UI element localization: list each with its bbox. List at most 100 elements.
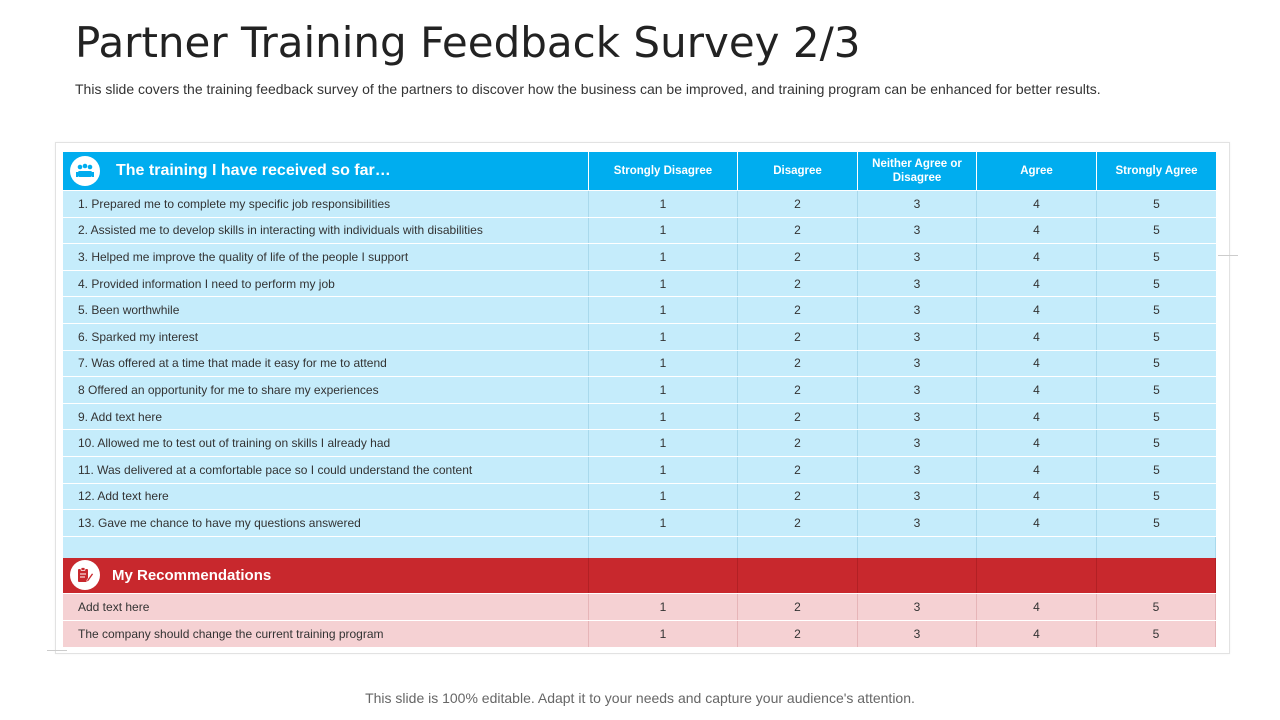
column-header-strongly-disagree: Strongly Disagree bbox=[589, 152, 738, 190]
table-row: 9. Add text here 1 2 3 4 5 bbox=[63, 402, 1216, 430]
rating-cell[interactable]: 2 bbox=[738, 620, 858, 647]
rating-cell[interactable]: 4 bbox=[977, 270, 1097, 297]
rating-cell[interactable]: 1 bbox=[589, 620, 738, 647]
rating-cell[interactable]: 1 bbox=[589, 270, 738, 297]
table-row: 7. Was offered at a time that made it ea… bbox=[63, 349, 1216, 377]
rating-cell[interactable]: 3 bbox=[858, 191, 977, 217]
rating-cell[interactable]: 5 bbox=[1153, 276, 1160, 291]
rating-cell[interactable]: 2 bbox=[738, 191, 858, 217]
rating-cell[interactable]: 1 bbox=[589, 244, 738, 270]
table-row: 8 Offered an opportunity for me to share… bbox=[63, 376, 1216, 403]
rating-cell[interactable]: 2 bbox=[738, 483, 858, 510]
recommendations-header-row: My Recommendations bbox=[63, 557, 1216, 593]
rating-cell[interactable]: 5 bbox=[1153, 249, 1160, 264]
rating-cell[interactable]: 1 bbox=[589, 297, 738, 323]
row-label: 6. Sparked my interest bbox=[63, 323, 589, 350]
rating-cell[interactable]: 3 bbox=[858, 297, 977, 323]
table-spacer-row bbox=[63, 535, 1216, 558]
page-subtitle: This slide covers the training feedback … bbox=[75, 81, 1101, 97]
rating-cell[interactable]: 1 bbox=[589, 403, 738, 430]
rating-cell[interactable]: 5 bbox=[1153, 409, 1160, 424]
rating-cell[interactable]: 3 bbox=[858, 270, 977, 297]
rating-cell[interactable]: 4 bbox=[977, 191, 1097, 217]
rating-cell[interactable]: 4 bbox=[977, 217, 1097, 244]
row-label: 3. Helped me improve the quality of life… bbox=[63, 244, 589, 270]
rating-cell[interactable]: 5 bbox=[1153, 382, 1160, 397]
rating-cell[interactable]: 2 bbox=[738, 403, 858, 430]
rating-cell[interactable]: 3 bbox=[858, 217, 977, 244]
rating-cell[interactable]: 4 bbox=[977, 620, 1097, 647]
rating-cell[interactable]: 1 bbox=[589, 191, 738, 217]
rating-cell[interactable]: 4 bbox=[977, 510, 1097, 536]
rating-cell[interactable]: 2 bbox=[738, 350, 858, 377]
rec-header-cell bbox=[858, 557, 977, 593]
rating-cell[interactable]: 3 bbox=[858, 323, 977, 350]
column-header-strongly-agree: Strongly Agree bbox=[1115, 165, 1198, 177]
rating-cell[interactable]: 4 bbox=[977, 323, 1097, 350]
rating-cell[interactable]: 4 bbox=[977, 593, 1097, 620]
rating-cell[interactable]: 2 bbox=[738, 244, 858, 270]
rating-cell[interactable]: 5 bbox=[1153, 515, 1160, 530]
rating-cell[interactable]: 3 bbox=[858, 244, 977, 270]
rating-cell[interactable]: 1 bbox=[589, 350, 738, 377]
rating-cell[interactable]: 4 bbox=[977, 430, 1097, 456]
rating-cell[interactable]: 1 bbox=[589, 377, 738, 403]
rating-cell[interactable]: 5 bbox=[1153, 329, 1160, 344]
frame-tick-right bbox=[1218, 255, 1238, 256]
rating-cell[interactable]: 1 bbox=[589, 510, 738, 536]
rating-cell[interactable]: 1 bbox=[589, 217, 738, 244]
row-label: 10. Allowed me to test out of training o… bbox=[63, 430, 589, 456]
rating-cell[interactable]: 5 bbox=[1097, 620, 1216, 647]
rating-cell[interactable]: 2 bbox=[738, 377, 858, 403]
rec-header-cell bbox=[977, 557, 1097, 593]
rating-cell[interactable]: 2 bbox=[738, 430, 858, 456]
section-header-training: The training I have received so far… bbox=[63, 152, 589, 190]
table-row: Add text here 1 2 3 4 5 bbox=[63, 592, 1216, 620]
table-row: 10. Allowed me to test out of training o… bbox=[63, 429, 1216, 456]
rating-cell[interactable]: 1 bbox=[589, 456, 738, 483]
rating-cell[interactable]: 4 bbox=[977, 483, 1097, 510]
rating-cell[interactable]: 5 bbox=[1153, 303, 1160, 318]
rating-cell[interactable]: 2 bbox=[738, 217, 858, 244]
rating-cell[interactable]: 1 bbox=[589, 483, 738, 510]
table-header-row: The training I have received so far… Str… bbox=[63, 152, 1216, 190]
rating-cell[interactable]: 3 bbox=[858, 456, 977, 483]
rating-cell[interactable]: 1 bbox=[589, 593, 738, 620]
rating-cell[interactable]: 5 bbox=[1153, 356, 1160, 371]
rating-cell[interactable]: 4 bbox=[977, 244, 1097, 270]
rating-cell[interactable]: 5 bbox=[1153, 223, 1160, 238]
rating-cell[interactable]: 5 bbox=[1153, 462, 1160, 477]
rating-cell[interactable]: 2 bbox=[738, 456, 858, 483]
rating-cell[interactable]: 2 bbox=[738, 510, 858, 536]
rating-cell[interactable]: 2 bbox=[738, 593, 858, 620]
table-row: 12. Add text here 1 2 3 4 5 bbox=[63, 482, 1216, 510]
rating-cell[interactable]: 4 bbox=[977, 403, 1097, 430]
rating-cell[interactable]: 4 bbox=[977, 377, 1097, 403]
rating-cell[interactable]: 2 bbox=[738, 323, 858, 350]
rating-cell[interactable]: 4 bbox=[977, 350, 1097, 377]
table-row: 11. Was delivered at a comfortable pace … bbox=[63, 455, 1216, 483]
rating-cell[interactable]: 3 bbox=[858, 403, 977, 430]
clipboard-pen-icon bbox=[70, 560, 100, 591]
rating-cell[interactable]: 4 bbox=[977, 297, 1097, 323]
rating-cell[interactable]: 1 bbox=[589, 323, 738, 350]
rating-cell[interactable]: 3 bbox=[858, 620, 977, 647]
rating-cell[interactable]: 3 bbox=[858, 350, 977, 377]
rating-cell[interactable]: 3 bbox=[858, 593, 977, 620]
rating-cell[interactable]: 5 bbox=[1153, 196, 1160, 211]
rating-cell[interactable]: 3 bbox=[858, 510, 977, 536]
rating-cell[interactable]: 5 bbox=[1153, 489, 1160, 504]
rating-cell[interactable]: 5 bbox=[1153, 436, 1160, 451]
rating-cell[interactable]: 3 bbox=[858, 430, 977, 456]
rating-cell[interactable]: 3 bbox=[858, 483, 977, 510]
rating-cell[interactable]: 2 bbox=[738, 297, 858, 323]
rating-cell[interactable]: 2 bbox=[738, 270, 858, 297]
rating-cell[interactable]: 4 bbox=[977, 456, 1097, 483]
rating-cell[interactable]: 5 bbox=[1097, 593, 1216, 620]
table-row: 6. Sparked my interest 1 2 3 4 5 bbox=[63, 322, 1216, 350]
table-row: 3. Helped me improve the quality of life… bbox=[63, 243, 1216, 270]
rating-cell[interactable]: 3 bbox=[858, 377, 977, 403]
rating-cell[interactable]: 1 bbox=[589, 430, 738, 456]
table-row: The company should change the current tr… bbox=[63, 619, 1216, 647]
table-row: 13. Gave me chance to have my questions … bbox=[63, 509, 1216, 536]
